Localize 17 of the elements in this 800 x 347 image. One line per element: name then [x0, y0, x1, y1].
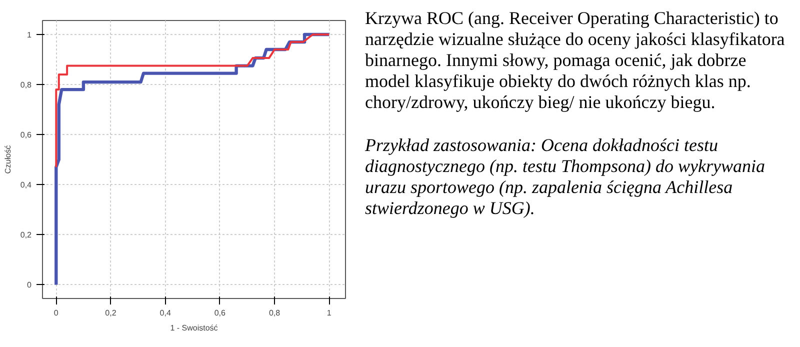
x-tick-label: 0 [54, 308, 59, 318]
y-tick-label: 1 [27, 30, 32, 40]
y-tick-label: 0,8 [20, 80, 32, 90]
y-tick-label: 0,2 [20, 230, 32, 240]
y-axis-title: Czułość [3, 145, 12, 174]
text: Przykład zastosowania: Ocena dokładności testu diagnostycznego (np. testu Thompsona) do wykrywania urazu sportowego (np. zapalenia ścięgna Achillesa stwierdzonego w USG). [365, 135, 766, 219]
x-tick-label: 1 [326, 308, 332, 318]
y-tick-label: 0 [27, 280, 32, 290]
x-tick-label: 0,6 [214, 308, 226, 318]
line-series [55, 34, 330, 168]
y-tick-label: 0,6 [20, 130, 32, 140]
text: Krzywa ROC (ang. Receiver Operating Characteristic) to narzędzie wizualne służące do oceny jakości klasyfikatora binarnego. Innymi słowy, pomaga ocenić, jak dobrze model klasyfikuje obiekty do dwóch różnych klas np. chory/zdrowy, ukończy bieg/ nie ukończy biegu. [365, 8, 786, 113]
x-axis-title: 1 - Swoistość [170, 324, 218, 332]
y-tick-label: 0,4 [20, 180, 32, 190]
x-tick-label: 0,4 [160, 308, 172, 318]
x-tick-label: 0,2 [105, 308, 117, 318]
x-tick-label: 0,8 [268, 308, 281, 318]
